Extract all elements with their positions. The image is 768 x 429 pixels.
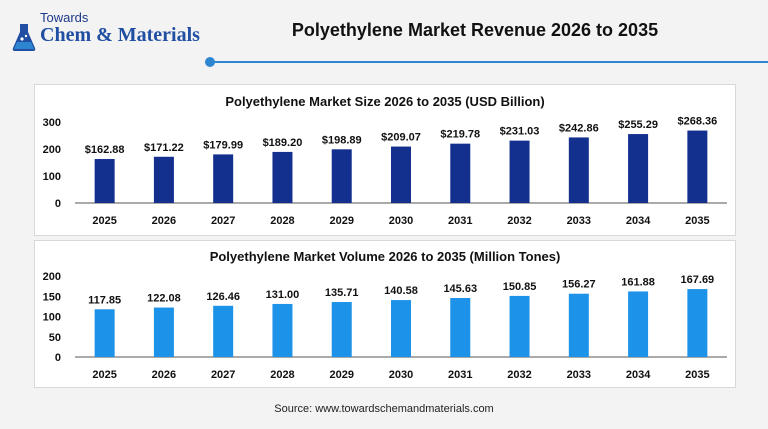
data-label: 126.46 [206, 291, 240, 303]
x-tick-label: 2033 [567, 369, 591, 381]
bar [568, 137, 589, 203]
data-label: $231.03 [500, 126, 540, 138]
data-label: 156.27 [562, 279, 596, 291]
market-volume-chart: Polyethylene Market Volume 2026 to 2035 … [43, 249, 727, 381]
market-size-chart-panel: Polyethylene Market Size 2026 to 2035 (U… [34, 84, 736, 236]
data-label: $189.20 [263, 137, 303, 149]
data-label: 167.69 [681, 274, 715, 286]
header: Towards Chem & Materials Polyethylene Ma… [0, 0, 768, 72]
header-rule-dot [205, 57, 215, 67]
x-tick-label: 2028 [270, 215, 294, 227]
bar [568, 293, 589, 357]
data-label: $198.89 [322, 134, 362, 146]
logo-main-text: Chem & Materials [40, 24, 200, 46]
data-label: $171.22 [144, 142, 184, 154]
market-size-chart: Polyethylene Market Size 2026 to 2035 (U… [43, 94, 727, 227]
bar [687, 130, 708, 203]
bar [153, 156, 174, 203]
y-tick-label: 0 [55, 198, 61, 210]
data-label: $179.99 [203, 139, 243, 151]
data-label: 161.88 [621, 276, 655, 288]
y-tick-label: 200 [43, 144, 61, 156]
x-tick-label: 2035 [685, 215, 709, 227]
header-rule [214, 61, 768, 63]
x-tick-label: 2032 [507, 215, 531, 227]
bar [272, 151, 293, 203]
bar [213, 154, 234, 203]
x-tick-label: 2028 [270, 369, 294, 381]
y-tick-label: 300 [43, 117, 61, 129]
x-tick-label: 2025 [92, 215, 116, 227]
bar [509, 140, 530, 203]
bar [450, 143, 471, 203]
data-label: $219.78 [440, 129, 480, 141]
data-label: 131.00 [266, 289, 300, 301]
bar [94, 159, 115, 203]
x-tick-label: 2029 [329, 215, 353, 227]
bar [331, 149, 352, 203]
logo-top-text: Towards [40, 10, 89, 25]
x-tick-label: 2026 [152, 215, 176, 227]
y-tick-label: 200 [43, 271, 61, 283]
x-tick-label: 2034 [626, 369, 651, 381]
x-tick-label: 2029 [329, 369, 353, 381]
bar [213, 305, 234, 357]
y-tick-label: 150 [43, 291, 61, 303]
y-tick-label: 100 [43, 171, 61, 183]
bar [391, 300, 411, 357]
data-label: 145.63 [443, 283, 477, 295]
data-label: $162.88 [85, 144, 125, 156]
x-tick-label: 2025 [92, 369, 116, 381]
y-tick-label: 100 [43, 312, 61, 324]
market-volume-chart-panel: Polyethylene Market Volume 2026 to 2035 … [34, 240, 736, 388]
data-label: $242.86 [559, 122, 599, 134]
chart-title: Polyethylene Market Size 2026 to 2035 (U… [225, 94, 544, 109]
bar [391, 146, 411, 203]
logo[interactable]: Towards Chem & Materials [12, 10, 212, 58]
x-tick-label: 2035 [685, 369, 709, 381]
data-label: 140.58 [384, 285, 418, 297]
bar [153, 307, 174, 357]
x-tick-label: 2033 [567, 215, 591, 227]
bar [509, 295, 530, 357]
data-label: $209.07 [381, 132, 421, 144]
bar [687, 289, 708, 357]
x-tick-label: 2031 [448, 369, 472, 381]
data-label: 122.08 [147, 293, 181, 305]
x-tick-label: 2032 [507, 369, 531, 381]
source-note: Source: www.towardschemandmaterials.com [274, 403, 494, 415]
x-tick-label: 2027 [211, 369, 235, 381]
flask-icon [12, 24, 36, 51]
x-tick-label: 2030 [389, 369, 413, 381]
data-label: $268.36 [677, 116, 717, 128]
data-label: 150.85 [503, 281, 537, 293]
data-label: $255.29 [618, 119, 658, 131]
page-title: Polyethylene Market Revenue 2026 to 2035 [291, 20, 659, 40]
x-tick-label: 2027 [211, 215, 235, 227]
bar [94, 309, 115, 357]
y-tick-label: 50 [49, 332, 61, 344]
x-tick-label: 2026 [152, 369, 176, 381]
x-tick-label: 2030 [389, 215, 413, 227]
bar [331, 302, 352, 357]
data-label: 117.85 [88, 294, 121, 306]
bar [628, 291, 649, 357]
y-tick-label: 0 [55, 352, 61, 364]
bar [450, 298, 471, 357]
x-tick-label: 2034 [626, 215, 651, 227]
x-tick-label: 2031 [448, 215, 472, 227]
data-label: 135.71 [325, 287, 359, 299]
chart-title: Polyethylene Market Volume 2026 to 2035 … [210, 249, 561, 264]
bar [628, 134, 649, 203]
bar [272, 303, 293, 357]
